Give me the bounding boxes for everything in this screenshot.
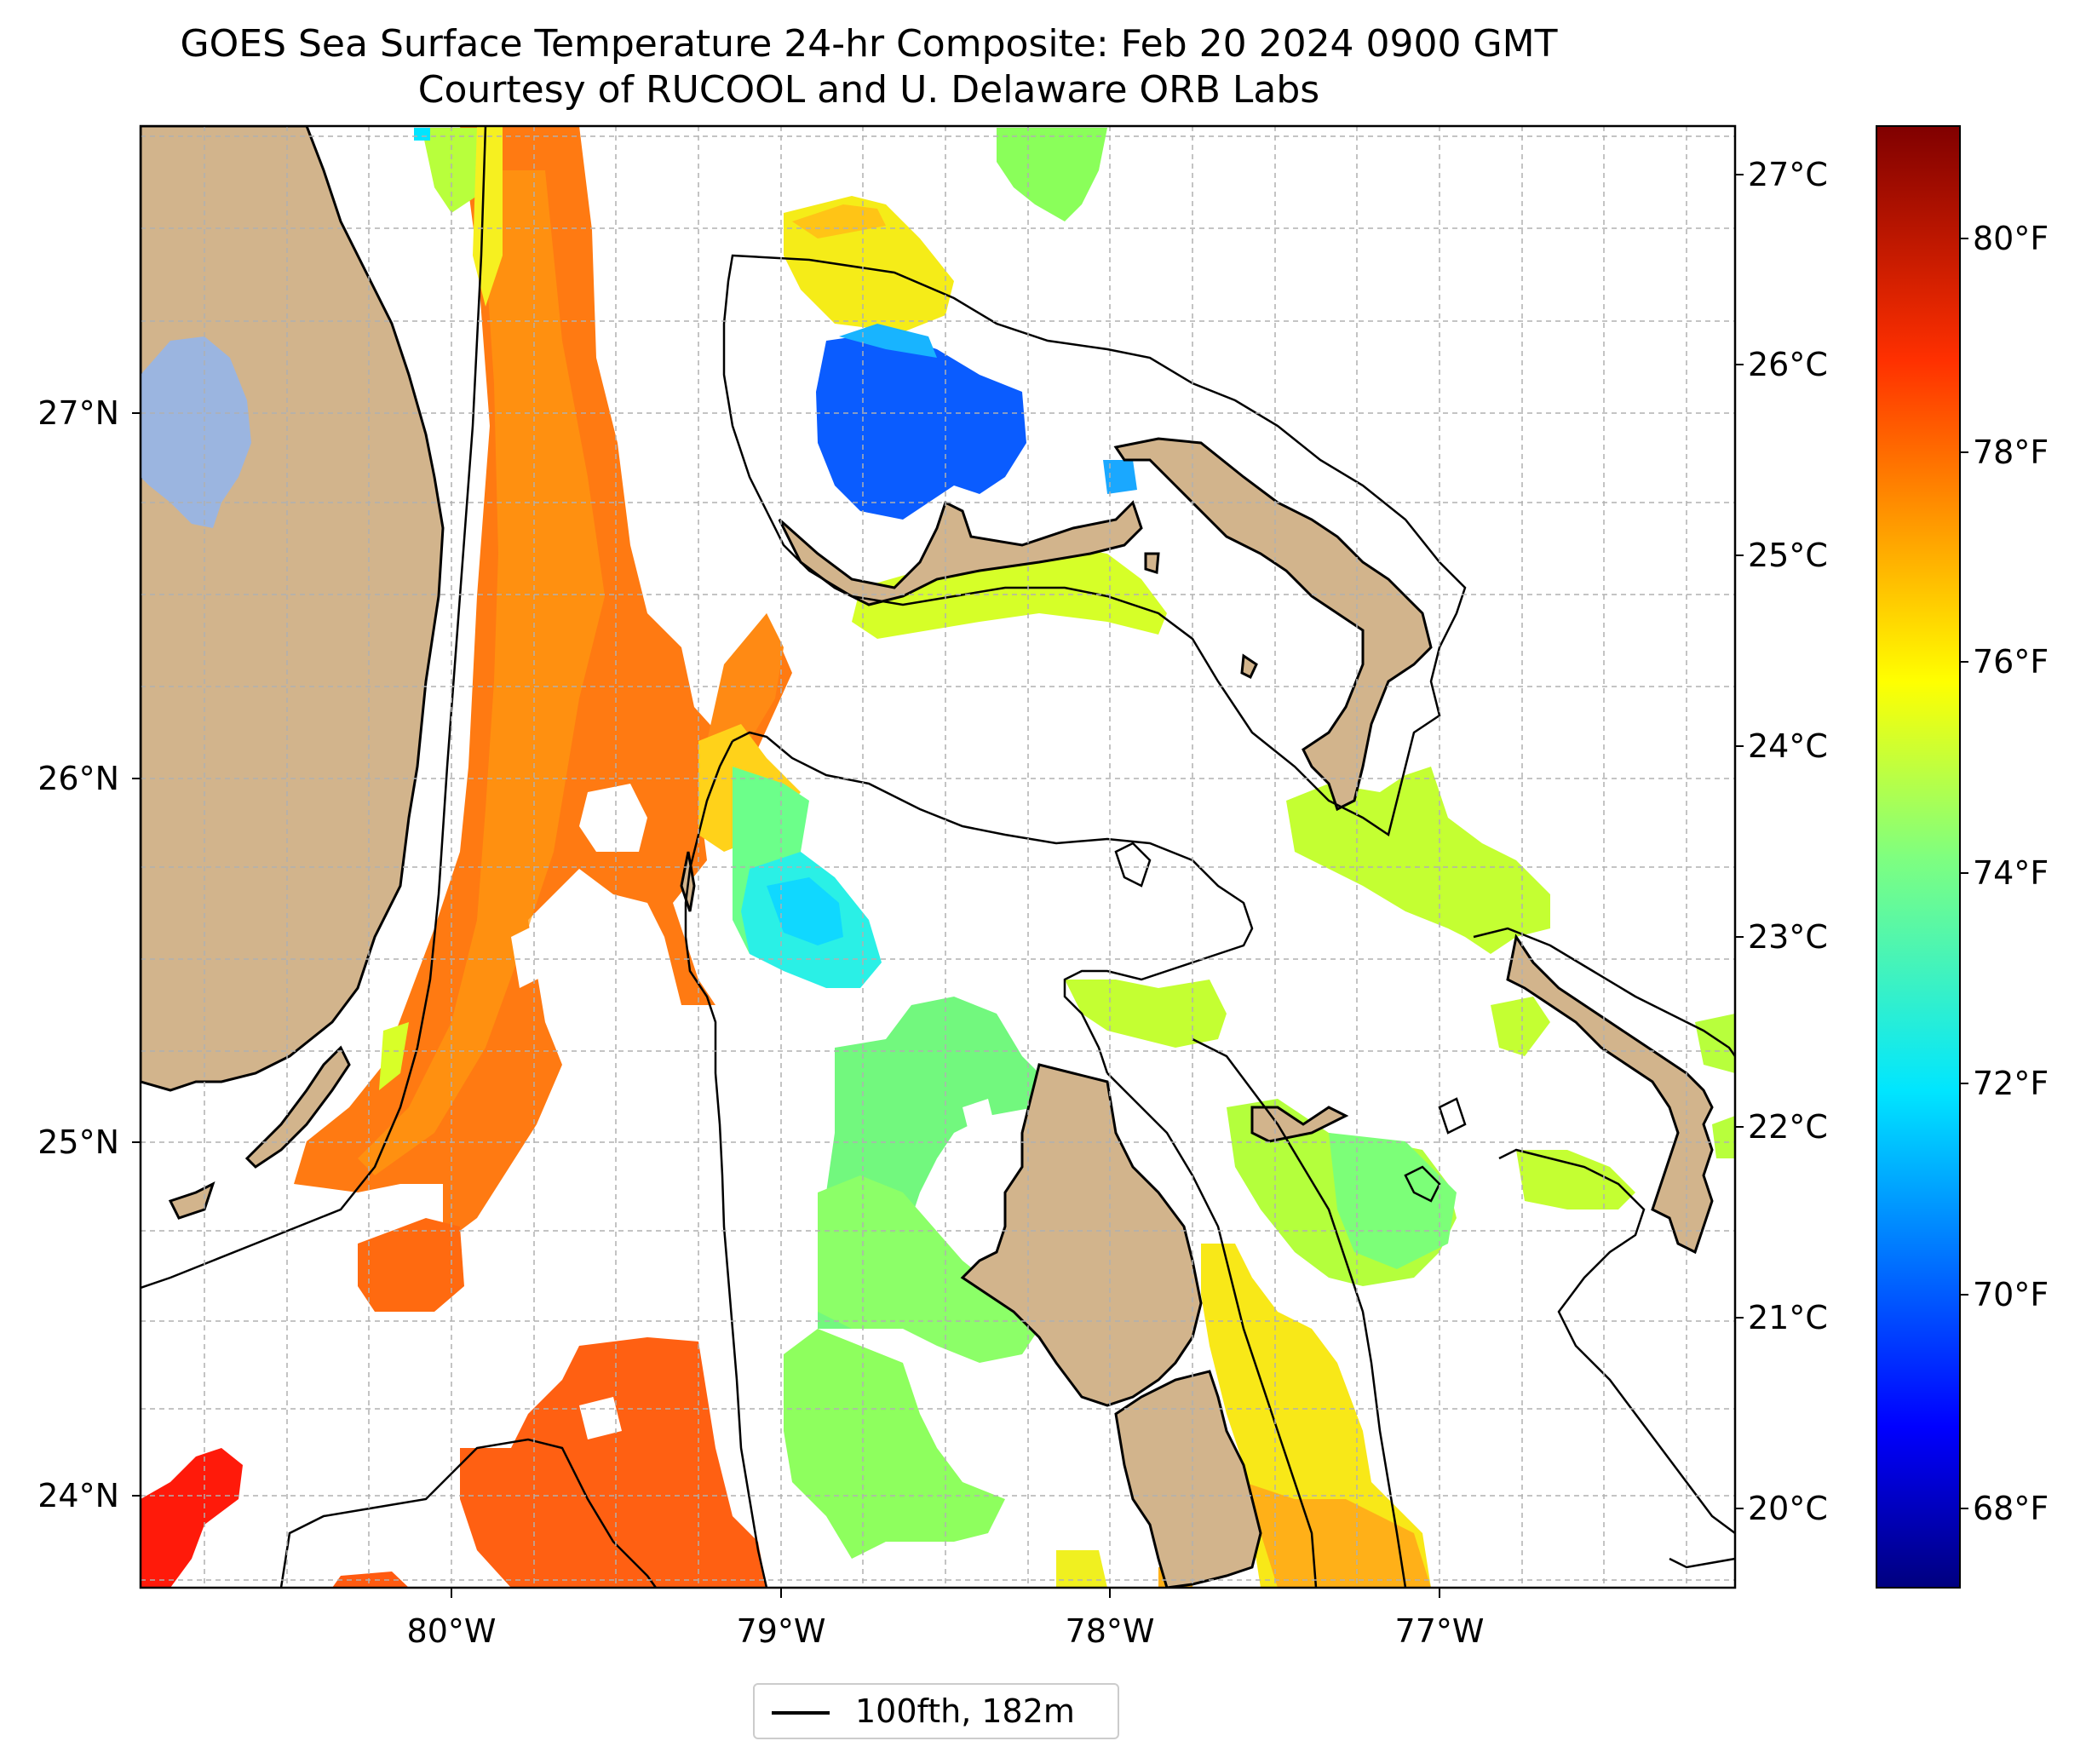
sst-patch-florida-current-core [358,170,605,1175]
cloud-gap [562,1218,613,1278]
land-andros-south [1114,1370,1262,1588]
sst-patch-east-green [1491,997,1550,1056]
legend-label: 100fth, 182m [855,1692,1075,1730]
legend-line-swatch [772,1711,830,1715]
celsius-tick-label: 27°C [1748,156,1828,193]
sst-patch-keys-south [358,1218,464,1312]
isobath-bimini-west [684,740,768,1588]
sst-patch-blue-speck [1103,460,1137,494]
lon-tick-label: 78°W [1066,1612,1155,1650]
isobath-southern-keys [279,1438,658,1588]
isobath-tongue-east [1192,1037,1407,1588]
isobath-cay-sal [1404,1165,1441,1203]
land-abaco [1113,437,1433,812]
cloud-gap [511,920,554,988]
sst-patch-cyan-core [767,877,843,945]
map-title: GOES Sea Surface Temperature 24-hr Compo… [180,22,1558,66]
sst-patch-tongue-green-2 [818,1175,1039,1363]
lat-axis-labels: 27°N 26°N 25°N 24°N [37,394,119,1514]
sst-patch-bimini-orange [707,613,784,767]
sst-patch-little-bahama-blue [816,332,1026,520]
colorbar-tick-label: 72°F [1973,1065,2049,1102]
celsius-tick-label: 22°C [1748,1108,1828,1146]
sst-cloud-gaps [511,784,997,1439]
isobath-andros-east [1106,1072,1318,1588]
lat-tick-label: 27°N [37,394,119,432]
celsius-tick-label: 25°C [1748,537,1828,574]
cloud-gap [579,784,647,852]
sst-patch-tongue-orange [1244,1482,1431,1588]
map-frame [139,124,1737,1589]
sst-patch-exuma-sound-green [784,1329,1005,1559]
land-islet-small [1240,653,1258,680]
sst-patch-southwest-red [141,1448,243,1588]
colorbar-tick-label: 78°F [1973,434,2049,471]
lon-tick-label: 80°W [407,1612,497,1650]
land-eleuthera-east [1506,934,1714,1255]
legend: 100fth, 182m [753,1683,1119,1739]
celsius-tick-label: 23°C [1748,918,1828,956]
land-islet-small [1144,552,1160,574]
land-grand-bahama [778,500,1143,606]
lat-tick-label: 25°N [37,1123,119,1161]
isobath-exuma [1498,1148,1735,1535]
isobath-little-bahama [722,254,1467,837]
land-andros [960,1063,1203,1407]
colorbar-labels: 80°F 78°F 76°F 74°F 72°F 70°F 68°F [1973,220,2049,1527]
celsius-tick-label: 20°C [1748,1490,1828,1527]
colorbar-tick-label: 80°F [1973,220,2049,257]
sst-patch-north-green [422,128,490,213]
sst-patch-far-east-yellowgreen [1516,1150,1635,1210]
sst-patch-tongue-yellowgreen [1065,980,1227,1048]
sst-patch-cyan-speck [414,128,430,141]
colorbar [1876,125,1961,1589]
sst-patch-south-yellow [1056,1550,1107,1588]
cloud-gap [963,1099,997,1141]
isobath-great-bahama-north [732,731,1254,1074]
sst-patch-straits-orange [460,1337,767,1588]
celsius-axis-labels: 27°C 26°C 25°C 24°C 23°C 22°C 21°C 20°C [1748,156,1828,1527]
colorbar-tick-label: 76°F [1973,643,2049,681]
lon-tick-label: 79°W [737,1612,826,1650]
colorbar-tick-label: 70°F [1973,1276,2049,1313]
colorbar-tick-label: 74°F [1973,854,2049,892]
map-content [141,126,1735,1588]
colorbar-ticks [1960,238,1968,1509]
sst-patch-keys-yellow-edge [379,1022,409,1090]
sst-patches [141,126,1735,1588]
lon-axis-labels: 80°W 79°W 78°W 77°W [407,1612,1485,1650]
lat-tick-label: 24°N [37,1477,119,1514]
isobath-south-cay [1669,1557,1735,1569]
lake-okeechobee [141,336,251,528]
axis-ticks [132,174,1744,1598]
isobath-florida-straits [141,126,487,1290]
celsius-tick-label: 26°C [1748,346,1828,383]
colorbar-tick-label: 68°F [1973,1490,2049,1527]
land-keys [168,1181,215,1220]
map-subtitle: Courtesy of RUCOOL and U. Delaware ORB L… [417,68,1320,112]
isobath-cay-sal-2 [1114,842,1152,888]
cloud-gap [579,1397,622,1439]
sst-patch-far-east-edge [1695,1014,1735,1073]
sst-patch-far-east-edge-2 [1712,1116,1735,1158]
isobath-little-islet [1438,1097,1467,1135]
sst-patch-top-green [997,128,1107,221]
sst-patch-exuma-green [1329,1133,1457,1269]
lat-tick-label: 26°N [37,760,119,797]
celsius-tick-label: 21°C [1748,1299,1828,1336]
celsius-tick-label: 24°C [1748,727,1828,765]
land-keys-2 [244,1045,351,1169]
lon-tick-label: 77°W [1395,1612,1485,1650]
isobath-100fth [141,126,1735,1588]
gridlines [141,126,1735,1588]
